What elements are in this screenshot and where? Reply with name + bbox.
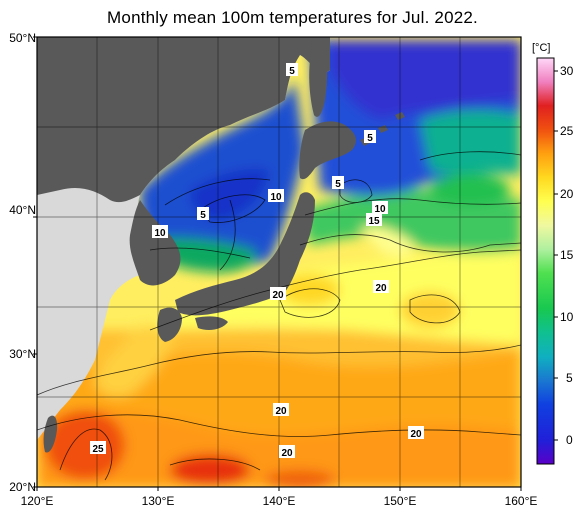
contour-label: 15 (368, 216, 380, 227)
colorbar (536, 57, 555, 465)
colorbar-tick-label: 30 (560, 64, 574, 78)
contour-label: 5 (200, 210, 206, 221)
lat-label-30n: 30°N (9, 347, 36, 361)
colorbar-unit: [°C] (532, 42, 551, 54)
colorbar-tick-label: 20 (560, 187, 574, 201)
contour-label: 5 (335, 179, 341, 190)
contour-lines (37, 151, 521, 481)
contour-label-layer: 5 5 5 5 10 10 10 15 20 20 20 20 20 25 (90, 63, 424, 459)
contour-label: 20 (272, 290, 284, 301)
colorbar-tick-label: 25 (560, 124, 574, 138)
contour-label: 10 (154, 228, 166, 239)
lon-label-150e: 150°E (383, 494, 417, 508)
map-title: Monthly mean 100m temperatures for Jul. … (107, 8, 478, 27)
colorbar-tick-label: 0 (566, 433, 573, 447)
lon-label-120e: 120°E (20, 494, 54, 508)
contour-label: 20 (281, 448, 293, 459)
lon-label-140e: 140°E (262, 494, 296, 508)
contour-label: 5 (367, 133, 373, 144)
axis-ticks (33, 36, 522, 491)
lat-label-40n: 40°N (9, 203, 36, 217)
contour-label: 10 (374, 204, 386, 215)
contour-label: 10 (270, 192, 282, 203)
contour-label: 20 (375, 283, 387, 294)
map-field: 5 5 5 5 10 10 10 15 20 20 20 20 20 25 (37, 37, 521, 487)
grid-lines (37, 37, 521, 487)
lat-label-50n: 50°N (9, 31, 36, 45)
contour-label: 5 (289, 66, 295, 77)
contour-label: 25 (92, 444, 104, 455)
colorbar-tick-label: 15 (560, 248, 574, 262)
lon-label-160e: 160°E (504, 494, 538, 508)
colorbar-tick-label: 10 (560, 310, 574, 324)
contour-label: 20 (410, 429, 422, 440)
land-layer (37, 37, 405, 453)
colorbar-tick-label: 5 (566, 371, 573, 385)
lat-label-20n: 20°N (9, 480, 36, 494)
contour-label: 20 (275, 406, 287, 417)
lon-label-130e: 130°E (141, 494, 175, 508)
colorbar-ticks (554, 70, 558, 441)
